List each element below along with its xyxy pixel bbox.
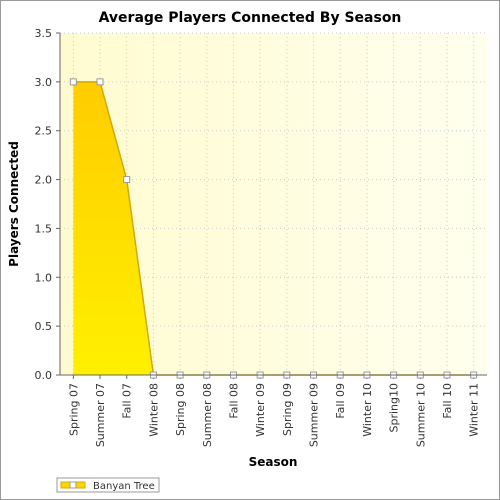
legend-label: Banyan Tree (93, 481, 155, 492)
area (73, 81, 474, 375)
marker (123, 176, 131, 184)
x-tick-label: Spring 08 (174, 383, 187, 436)
y-tick-label: 2.5 (35, 125, 53, 138)
x-tick-label: Spring 09 (281, 383, 294, 436)
x-tick-label: Winter 10 (361, 383, 374, 437)
legend-marker (69, 481, 77, 489)
x-tick-label: Spring 07 (67, 383, 80, 436)
y-tick-label: 0.0 (35, 369, 53, 382)
marker (96, 78, 104, 86)
chart-title: Average Players Connected By Season (99, 10, 402, 26)
x-tick-label: Fall 09 (334, 383, 347, 419)
y-axis-title: Players Connected (7, 141, 21, 267)
legend: Banyan Tree (56, 477, 160, 493)
x-tick-label: Winter 08 (147, 383, 160, 437)
x-tick-label: Spring10 (388, 383, 401, 433)
x-tick-label: Fall 10 (441, 383, 454, 419)
x-tick-label: Winter 11 (468, 383, 481, 437)
y-tick-label: 1.5 (35, 222, 53, 235)
x-tick-label: Summer 08 (201, 383, 214, 447)
y-tick-label: 0.5 (35, 320, 53, 333)
x-axis-title: Season (249, 455, 298, 469)
x-tick-label: Summer 09 (308, 383, 321, 447)
y-tick-label: 3.5 (35, 27, 53, 40)
y-tick-label: 2.0 (35, 174, 53, 187)
y-tick-label: 3.0 (35, 76, 53, 89)
x-tick-label: Summer 07 (94, 383, 107, 447)
x-tick-label: Summer 10 (414, 383, 427, 447)
y-tick-label: 1.0 (35, 271, 53, 284)
x-tick-label: Winter 09 (254, 383, 267, 437)
x-tick-label: Fall 07 (121, 383, 134, 419)
marker (69, 78, 77, 86)
x-tick-label: Fall 08 (227, 383, 240, 419)
